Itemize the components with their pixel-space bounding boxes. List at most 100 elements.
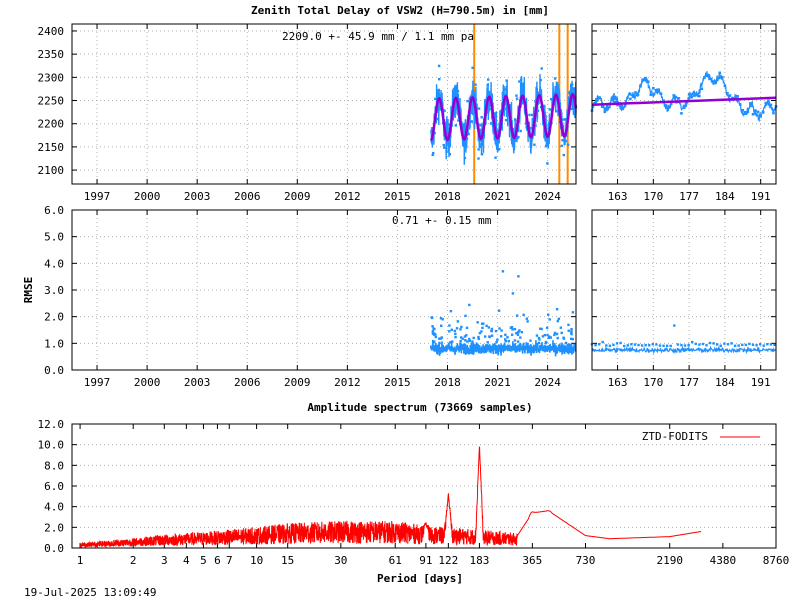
ztd-data-point xyxy=(570,83,574,86)
ztd-data-point xyxy=(453,93,456,97)
spectrum-x-tick-label: 1 xyxy=(77,554,84,567)
rmse-recent-data-point xyxy=(716,343,719,346)
spectrum-y-tick-label: 0.0 xyxy=(44,542,64,555)
rmse-recent-plot-frame xyxy=(591,209,777,371)
rmse-data-point xyxy=(545,326,549,330)
rmse-data-point xyxy=(556,319,560,323)
rmse-data-point xyxy=(517,275,520,278)
ztd-data-point xyxy=(538,97,541,100)
ztd-data-point xyxy=(448,152,452,156)
ztd-recent-series-line xyxy=(591,71,777,123)
ztd-recent-data-point xyxy=(715,78,719,82)
ztd-data-point xyxy=(566,143,570,146)
ztd-data-point xyxy=(498,147,501,151)
ztd-data-point xyxy=(564,118,567,121)
rmse-data-point xyxy=(441,318,444,321)
ztd-data-point xyxy=(455,103,458,106)
rmse-recent-data-point xyxy=(673,324,676,327)
ztd-data-point xyxy=(553,77,557,80)
rmse-data-point xyxy=(500,329,503,332)
ztd-recent-plot-frame xyxy=(591,23,777,185)
rmse-recent-data-point xyxy=(744,343,748,347)
rmse-recent-data-point xyxy=(719,344,722,347)
rmse-data-point xyxy=(515,332,518,335)
rmse-data-point xyxy=(539,327,542,330)
rmse-y-tick-label: 4.0 xyxy=(44,257,64,270)
ztd-data-point xyxy=(468,97,472,100)
ztd-data-point xyxy=(540,67,543,70)
ztd-recent-data-point xyxy=(629,97,632,101)
ztd-data-point xyxy=(480,152,484,156)
ztd-recent-data-point xyxy=(616,103,619,107)
rmse-recent-data-point xyxy=(615,342,619,345)
spectrum-x-tick-label: 2 xyxy=(130,554,137,567)
ztd-recent-data-point xyxy=(606,104,609,108)
spectrum-x-tick-label: 5 xyxy=(200,554,207,567)
ztd-data-point xyxy=(544,144,548,148)
rmse-panel: 1997 2000 2003 2006 2009 2012 2015 2018 2021 2024… xyxy=(44,204,577,389)
rmse-recent-data-point xyxy=(708,341,712,345)
rmse-recent-data-point xyxy=(762,344,765,347)
ztd-data-point xyxy=(562,118,565,121)
ztd-recent-data-point xyxy=(726,91,729,95)
rmse-data-point xyxy=(477,335,480,339)
rmse-data-point xyxy=(538,338,541,341)
spectrum-x-tick-label: 61 xyxy=(389,554,402,567)
ztd-recent-data-point xyxy=(736,95,739,98)
ztd-data-point xyxy=(510,137,514,141)
rmse-data-point xyxy=(559,326,563,329)
ztd-recent-trend-line xyxy=(591,96,777,106)
rmse-data-point xyxy=(570,331,573,334)
ztd-recent-data-point xyxy=(756,110,760,114)
rmse-recent-data-point xyxy=(766,343,769,346)
ztd-data-point xyxy=(493,112,496,115)
ztd-x-tick-label: 2024 xyxy=(534,190,561,203)
rmse-data-point xyxy=(448,324,451,327)
rmse-data-point xyxy=(526,320,529,323)
rmse-recent-data-point xyxy=(633,343,637,346)
ztd-recent-data-point xyxy=(751,112,755,116)
ztd-data-point xyxy=(489,107,492,111)
rmse-data-point xyxy=(460,336,463,339)
rmse-data-point xyxy=(511,292,515,295)
ztd-x-tick-label: 2003 xyxy=(184,190,211,203)
rmse-data-point xyxy=(547,335,551,338)
rmse-data-point xyxy=(498,327,501,330)
ztd-data-point xyxy=(486,78,490,81)
ztd-data-point xyxy=(467,132,470,136)
rmse-x-tick-label: 2024 xyxy=(534,376,561,389)
ztd-recent-data-point xyxy=(669,102,673,106)
rmse-data-point xyxy=(571,337,574,341)
rmse-recent-data-point xyxy=(755,344,758,347)
ztd-recent-data-point xyxy=(744,110,747,114)
rmse-data-point xyxy=(431,325,434,328)
ztd-data-point xyxy=(480,116,483,119)
ztd-recent-data-point xyxy=(654,88,658,92)
ztd-data-point xyxy=(534,124,537,127)
ztd-data-point xyxy=(457,119,460,122)
rmse-recent-data-point xyxy=(612,343,615,347)
rmse-recent-data-point xyxy=(644,343,647,347)
ztd-data-point xyxy=(561,139,564,142)
ztd-data-point xyxy=(534,100,537,103)
rmse-data-point xyxy=(468,303,471,307)
rmse-data-point xyxy=(510,333,514,336)
ztd-data-point xyxy=(549,97,553,101)
rmse-recent-data-point xyxy=(687,343,690,347)
ztd-x-tick-label: 2015 xyxy=(384,190,411,203)
rmse-data-point xyxy=(490,327,494,331)
rmse-recent-data-point xyxy=(730,342,733,345)
ztd-data-point xyxy=(443,146,446,149)
rmse-x-tick-label: 2021 xyxy=(484,376,511,389)
rmse-data-point xyxy=(453,329,457,333)
rmse-recent-data-point xyxy=(701,342,705,346)
rmse-recent-data-point xyxy=(608,344,612,347)
ztd-y-tick-label: 2150 xyxy=(38,141,65,154)
ztd-data-point xyxy=(456,112,460,116)
rmse-data-point xyxy=(555,332,559,336)
rmse-data-point xyxy=(516,340,520,343)
rmse-recent-data-point xyxy=(601,340,604,344)
ztd-recent-data-point xyxy=(705,74,709,78)
rmse-data-point xyxy=(464,339,467,342)
rmse-data-point xyxy=(488,335,491,338)
